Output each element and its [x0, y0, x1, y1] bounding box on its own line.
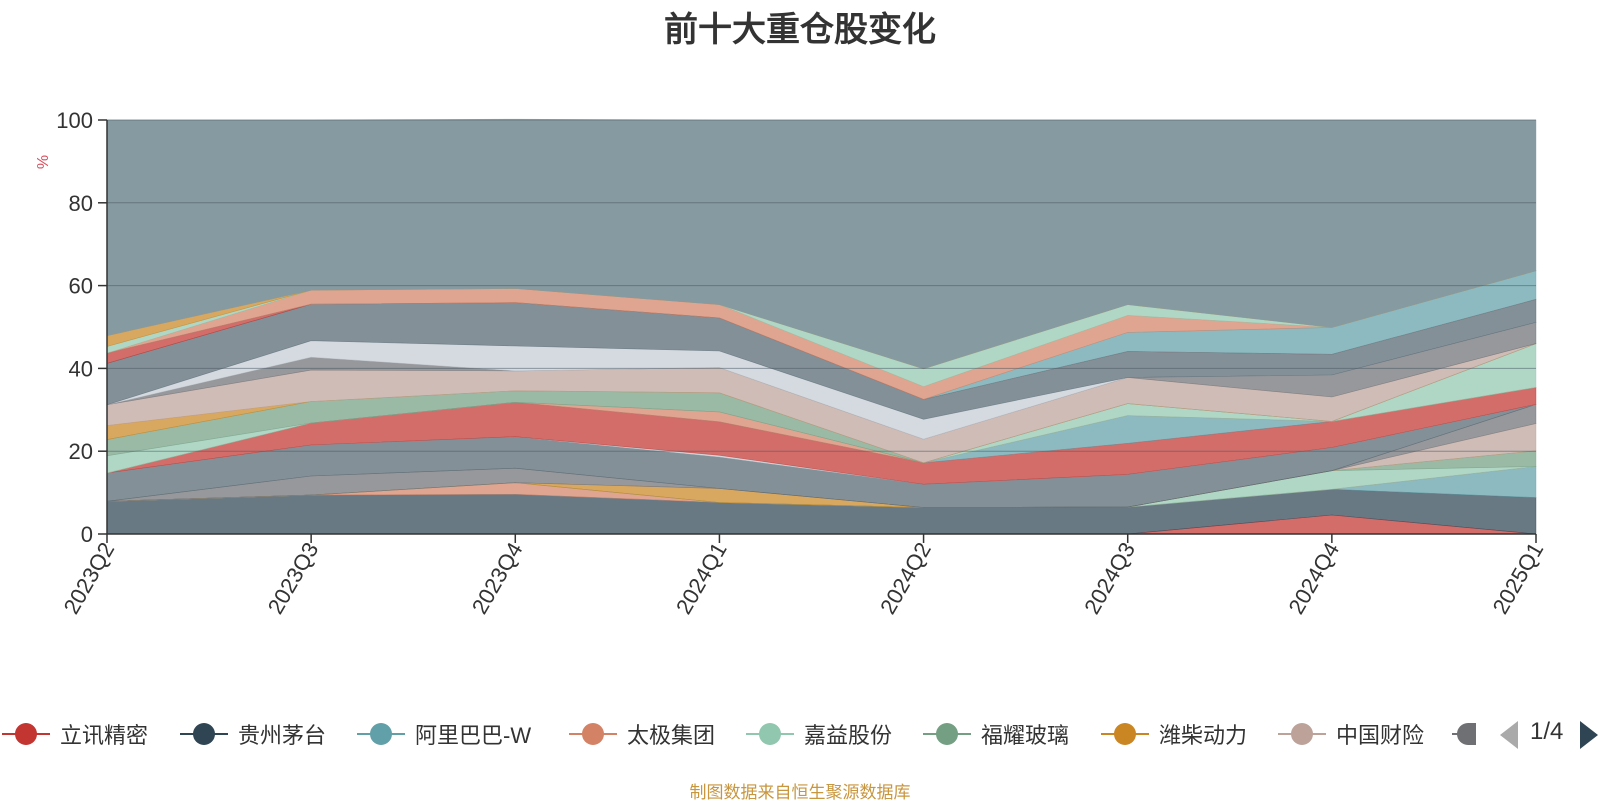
x-tick-label: 2024Q4: [1283, 538, 1344, 618]
legend-item-label: 太极集团: [627, 723, 716, 748]
legend-page-indicator: 1/4: [1530, 718, 1564, 745]
legend-item[interactable]: 潍柴动力: [1099, 714, 1247, 754]
y-axis-unit: %: [35, 155, 52, 169]
y-tick-label: 20: [69, 439, 93, 464]
legend-item-label: 贵州茅台: [238, 723, 327, 748]
x-tick-label: 2023Q2: [59, 538, 120, 618]
data-source-note: 制图数据来自恒生聚源数据库: [689, 783, 911, 802]
x-tick-label: 2024Q2: [875, 538, 936, 618]
y-tick-label: 40: [69, 356, 93, 381]
legend-next-page-icon[interactable]: [1580, 721, 1598, 749]
y-tick-label: 80: [69, 191, 93, 216]
legend: 立讯精密 贵州茅台 阿里巴巴-W 太极集团 嘉益股份 福耀玻璃 潍柴动力 中国财险 1/4: [0, 714, 1600, 754]
legend-item-label: 中国财险: [1336, 723, 1425, 748]
legend-marker-icon: [569, 723, 617, 745]
legend-item-label: 福耀玻璃: [981, 723, 1070, 748]
grid-layer: [107, 119, 1536, 452]
x-tick-label: 2024Q1: [671, 538, 732, 618]
x-tick-label: 2023Q3: [263, 538, 324, 618]
legend-prev-page-icon[interactable]: [1500, 721, 1518, 749]
area-layer: [106, 118, 1537, 535]
x-tick-label: 2025Q1: [1488, 538, 1549, 618]
legend-marker-icon: [1278, 723, 1326, 745]
x-tick-label: 2023Q4: [467, 538, 528, 618]
legend-marker-icon: [923, 723, 971, 745]
legend-item[interactable]: 嘉益股份: [744, 714, 892, 754]
legend-item[interactable]: 立讯精密: [0, 714, 148, 754]
legend-item[interactable]: 太极集团: [567, 714, 715, 754]
legend-item-label: 阿里巴巴-W: [415, 723, 532, 748]
legend-item[interactable]: 中国财险: [1276, 714, 1424, 754]
legend-item[interactable]: 福耀玻璃: [921, 714, 1069, 754]
legend-item-label: 潍柴动力: [1159, 723, 1248, 748]
legend-marker-icon: [1101, 723, 1149, 745]
legend-marker-icon: [180, 723, 228, 745]
y-tick-label: 0: [81, 522, 93, 547]
legend-item[interactable]: 贵州茅台: [178, 714, 326, 754]
legend-marker-icon: [2, 723, 50, 745]
x-tick-label: 2024Q3: [1079, 538, 1140, 618]
legend-marker-icon: [746, 723, 794, 745]
legend-item-label: 嘉益股份: [804, 723, 893, 748]
legend-marker-icon: [1452, 723, 1476, 745]
legend-marker-icon: [357, 723, 405, 745]
legend-item-label: 立讯精密: [60, 723, 149, 748]
legend-item[interactable]: 阿里巴巴-W: [355, 714, 531, 754]
chart-title: 前十大重仓股变化: [664, 11, 936, 49]
y-tick-label: 60: [69, 274, 93, 299]
y-tick-label: 100: [56, 108, 93, 133]
legend-item-partial[interactable]: [1450, 714, 1480, 754]
